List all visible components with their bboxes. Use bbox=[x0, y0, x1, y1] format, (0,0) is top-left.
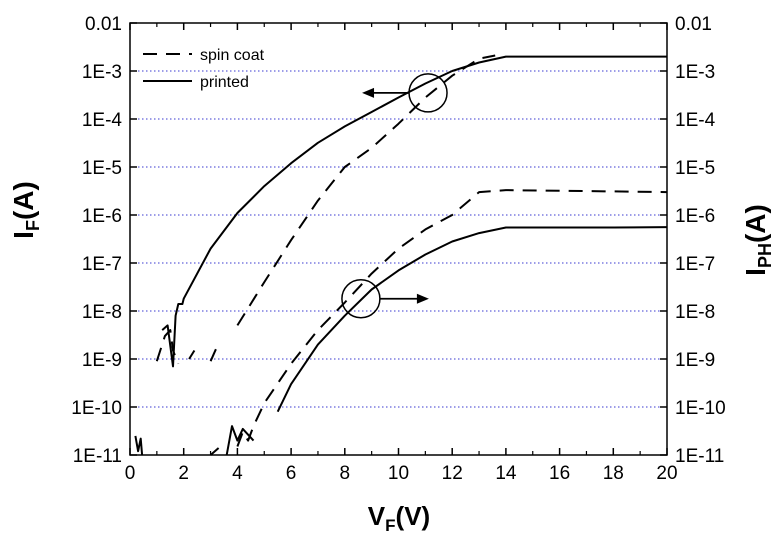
y-right-tick-label: 1E-11 bbox=[675, 446, 724, 467]
x-tick-label: 4 bbox=[232, 463, 243, 484]
grid-lines bbox=[130, 70, 667, 408]
legend-label: spin coat bbox=[200, 47, 265, 64]
series-line-spin-coat-left bbox=[155, 329, 180, 365]
y-axis-title-left-sub: F bbox=[23, 220, 43, 231]
y-left-tick-label: 1E-5 bbox=[82, 158, 122, 179]
x-tick-label: 18 bbox=[603, 463, 624, 484]
y-right-tick-label: 1E-7 bbox=[675, 254, 715, 275]
y-right-tick-label: 1E-3 bbox=[675, 62, 715, 83]
x-tick-label: 6 bbox=[286, 463, 297, 484]
y-axis-title-right-sub: PH bbox=[755, 243, 774, 268]
x-tick-label: 16 bbox=[549, 463, 570, 484]
annotation-arrowhead-left bbox=[362, 87, 375, 98]
y-left-tick-label: 1E-10 bbox=[71, 398, 122, 419]
y-axis-title-left-unit: (A) bbox=[8, 181, 39, 220]
y-axis-title-right-main: I bbox=[740, 268, 771, 276]
y-left-tick-label: 1E-9 bbox=[82, 350, 122, 371]
y-right-tick-label: 1E-9 bbox=[675, 350, 715, 371]
y-axis-title-left-main: I bbox=[8, 231, 39, 239]
y-right-tick-label: 1E-8 bbox=[675, 302, 715, 323]
y-left-tick-label: 1E-11 bbox=[73, 446, 122, 467]
y-right-tick-label: 1E-10 bbox=[675, 398, 726, 419]
x-axis-title-sub: F bbox=[385, 516, 395, 535]
x-axis-title-main: V bbox=[368, 501, 386, 531]
x-tick-label: 0 bbox=[125, 463, 136, 484]
series-line-printed-right bbox=[134, 435, 144, 456]
y-right-tick-label: 1E-4 bbox=[675, 110, 716, 131]
y-axis-title-right: IPH(A) bbox=[740, 204, 774, 276]
annotation-arrowhead-right bbox=[416, 293, 429, 304]
annotation-circle bbox=[408, 73, 448, 113]
x-tick-label: 10 bbox=[388, 463, 409, 484]
y-right-tick-label: 1E-5 bbox=[675, 158, 715, 179]
series-line-spin-coat-right bbox=[209, 447, 220, 456]
series-line-spin-coat-left bbox=[209, 348, 217, 362]
series-line-spin-coat-right bbox=[236, 189, 668, 447]
series-line-printed-right bbox=[276, 226, 668, 413]
legend-label: printed bbox=[200, 74, 249, 91]
y-left-tick-label: 0.01 bbox=[85, 14, 122, 35]
x-axis-title: VF(V) bbox=[368, 501, 430, 535]
x-tick-label: 12 bbox=[442, 463, 463, 484]
y-left-tick-label: 1E-7 bbox=[82, 254, 122, 275]
legend: spin coat printed bbox=[143, 47, 265, 91]
x-tick-label: 14 bbox=[495, 463, 517, 484]
y-left-tick-label: 1E-3 bbox=[82, 62, 122, 83]
y-left-tick-label: 1E-4 bbox=[82, 110, 123, 131]
series-line-printed-right bbox=[225, 425, 255, 456]
y-left-tick-label: 1E-8 bbox=[82, 302, 122, 323]
x-tick-label: 2 bbox=[178, 463, 189, 484]
y-left-tick-label: 1E-6 bbox=[82, 206, 122, 227]
y-axis-title-left: IF(A) bbox=[8, 181, 43, 239]
x-tick-label: 20 bbox=[656, 463, 677, 484]
x-tick-label: 8 bbox=[340, 463, 351, 484]
series-line-spin-coat-left bbox=[236, 54, 496, 326]
data-series bbox=[134, 54, 668, 456]
series-line-printed-left bbox=[161, 55, 667, 368]
annotations bbox=[341, 73, 448, 319]
y-right-tick-label: 1E-6 bbox=[675, 206, 715, 227]
y-right-tick-label: 0.01 bbox=[675, 14, 712, 35]
y-axis-title-right-unit: (A) bbox=[740, 204, 771, 243]
series-line-spin-coat-left bbox=[188, 349, 196, 360]
x-axis-title-unit: (V) bbox=[396, 501, 431, 531]
